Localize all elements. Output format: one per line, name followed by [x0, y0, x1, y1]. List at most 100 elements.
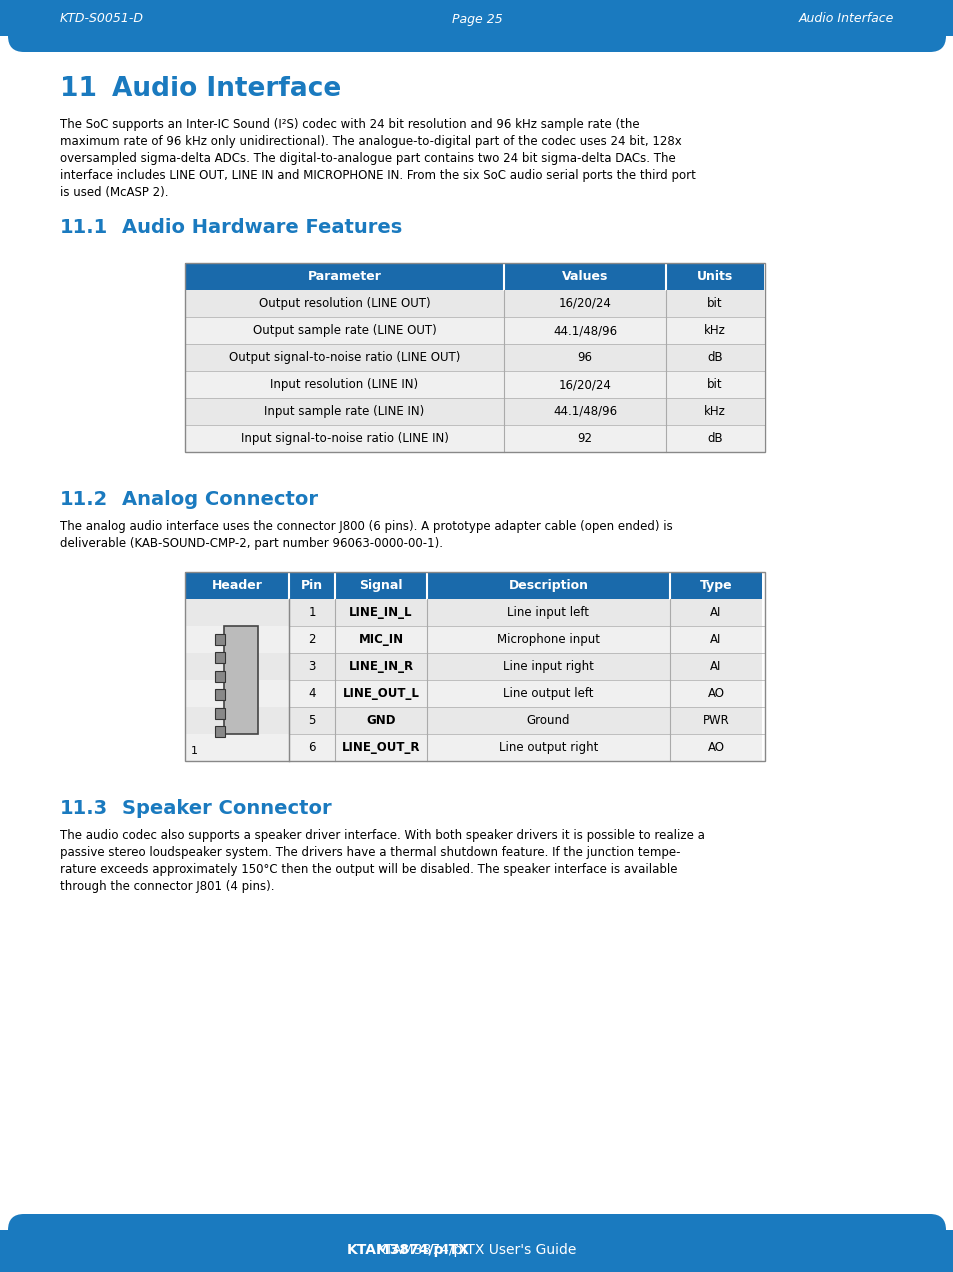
Text: 44.1/48/96: 44.1/48/96: [553, 404, 617, 418]
Text: bit: bit: [706, 296, 722, 310]
FancyBboxPatch shape: [8, 1213, 945, 1272]
Text: LINE_IN_R: LINE_IN_R: [348, 660, 414, 673]
Text: The analog audio interface uses the connector J800 (6 pins). A prototype adapter: The analog audio interface uses the conn…: [60, 520, 672, 533]
Bar: [503, 343, 665, 371]
Text: Line output right: Line output right: [498, 742, 598, 754]
Text: KTAM3874/pITX: KTAM3874/pITX: [346, 1243, 469, 1257]
Bar: [669, 707, 761, 734]
Text: Output resolution (LINE OUT): Output resolution (LINE OUT): [258, 296, 430, 310]
Bar: [669, 734, 761, 761]
Text: PWR: PWR: [702, 714, 729, 728]
Text: 11.3: 11.3: [60, 799, 108, 818]
Bar: [185, 707, 289, 734]
FancyBboxPatch shape: [8, 0, 945, 52]
Bar: [0, 1230, 953, 1272]
Bar: [289, 707, 335, 734]
Text: Line input right: Line input right: [502, 660, 594, 673]
Text: deliverable (KAB-SOUND-CMP-2, part number 96063-0000-00-1).: deliverable (KAB-SOUND-CMP-2, part numbe…: [60, 537, 442, 550]
Bar: [185, 653, 289, 681]
Bar: [185, 626, 289, 653]
Bar: [289, 626, 335, 653]
Text: maximum rate of 96 kHz only unidirectional). The analogue-to-digital part of the: maximum rate of 96 kHz only unidirection…: [60, 135, 681, 148]
Text: 11.2: 11.2: [60, 490, 108, 509]
Text: Audio Interface: Audio Interface: [112, 76, 341, 102]
Text: 3: 3: [308, 660, 315, 673]
Text: is used (McASP 2).: is used (McASP 2).: [60, 186, 169, 198]
Bar: [669, 599, 761, 626]
Text: 11.1: 11.1: [60, 218, 108, 237]
Bar: [665, 425, 763, 452]
Text: Type: Type: [699, 579, 732, 591]
Bar: [185, 263, 764, 452]
Text: Header: Header: [212, 579, 262, 591]
Bar: [665, 371, 763, 398]
Bar: [185, 263, 503, 290]
Text: Input signal-to-noise ratio (LINE IN): Input signal-to-noise ratio (LINE IN): [240, 432, 448, 445]
Text: dB: dB: [706, 351, 722, 364]
Bar: [0, 0, 953, 36]
Bar: [503, 317, 665, 343]
Text: Ground: Ground: [526, 714, 570, 728]
Text: Line output left: Line output left: [503, 687, 593, 700]
Bar: [665, 263, 763, 290]
Bar: [427, 653, 669, 681]
Text: rature exceeds approximately 150°C then the output will be disabled. The speaker: rature exceeds approximately 150°C then …: [60, 862, 677, 876]
Bar: [427, 572, 669, 599]
Text: AO: AO: [707, 742, 723, 754]
Bar: [185, 317, 503, 343]
Bar: [289, 681, 335, 707]
Text: Input resolution (LINE IN): Input resolution (LINE IN): [270, 378, 418, 391]
Text: 96: 96: [577, 351, 592, 364]
Bar: [214, 726, 225, 736]
Bar: [669, 653, 761, 681]
Bar: [185, 371, 503, 398]
Text: LINE_OUT_R: LINE_OUT_R: [341, 742, 420, 754]
Bar: [427, 626, 669, 653]
Bar: [185, 398, 503, 425]
Bar: [335, 681, 427, 707]
Bar: [503, 371, 665, 398]
Text: Signal: Signal: [359, 579, 402, 591]
Text: 1: 1: [308, 605, 315, 619]
Text: Output sample rate (LINE OUT): Output sample rate (LINE OUT): [253, 324, 436, 337]
Text: LINE_IN_L: LINE_IN_L: [349, 605, 413, 619]
Text: Parameter: Parameter: [307, 270, 381, 282]
Bar: [185, 681, 289, 707]
Text: Description: Description: [508, 579, 588, 591]
Text: 16/20/24: 16/20/24: [558, 296, 611, 310]
Text: kHz: kHz: [703, 404, 725, 418]
Text: AO: AO: [707, 687, 723, 700]
Bar: [665, 290, 763, 317]
Text: kHz: kHz: [703, 324, 725, 337]
Text: dB: dB: [706, 432, 722, 445]
Bar: [185, 343, 503, 371]
Bar: [665, 343, 763, 371]
Text: KTD-S0051-D: KTD-S0051-D: [60, 13, 144, 25]
Bar: [503, 425, 665, 452]
Bar: [669, 572, 761, 599]
Text: bit: bit: [706, 378, 722, 391]
Bar: [185, 734, 289, 761]
Bar: [665, 398, 763, 425]
Bar: [224, 626, 257, 734]
Bar: [289, 599, 335, 626]
Text: 2: 2: [308, 633, 315, 646]
Bar: [335, 572, 427, 599]
Text: Audio Interface: Audio Interface: [798, 13, 893, 25]
Text: The audio codec also supports a speaker driver interface. With both speaker driv: The audio codec also supports a speaker …: [60, 829, 704, 842]
Text: through the connector J801 (4 pins).: through the connector J801 (4 pins).: [60, 880, 274, 893]
Bar: [289, 572, 335, 599]
Bar: [503, 263, 665, 290]
Text: passive stereo loudspeaker system. The drivers have a thermal shutdown feature. : passive stereo loudspeaker system. The d…: [60, 846, 679, 859]
Text: 11: 11: [60, 76, 97, 102]
Text: Units: Units: [696, 270, 732, 282]
Text: Output signal-to-noise ratio (LINE OUT): Output signal-to-noise ratio (LINE OUT): [229, 351, 459, 364]
Bar: [669, 681, 761, 707]
Bar: [289, 653, 335, 681]
Bar: [185, 572, 764, 761]
Text: AI: AI: [710, 605, 720, 619]
Bar: [185, 599, 289, 626]
Text: Pin: Pin: [300, 579, 323, 591]
Text: The SoC supports an Inter-IC Sound (I²S) codec with 24 bit resolution and 96 kHz: The SoC supports an Inter-IC Sound (I²S)…: [60, 118, 639, 131]
Bar: [335, 734, 427, 761]
